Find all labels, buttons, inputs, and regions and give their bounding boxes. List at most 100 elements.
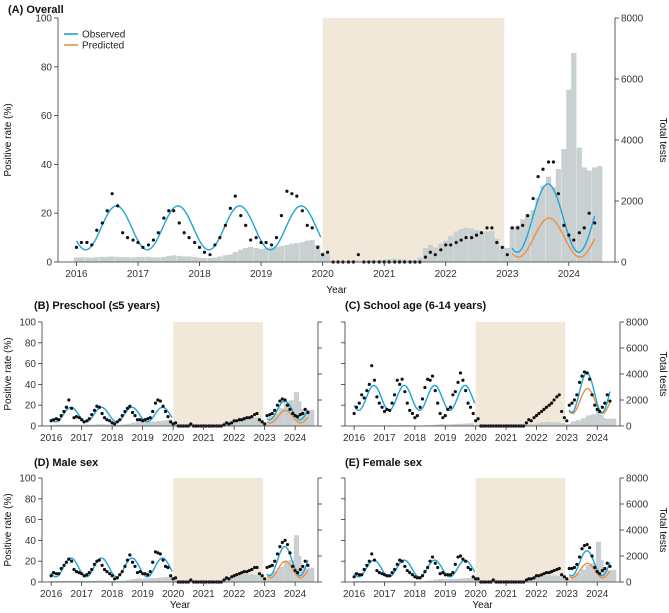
test-bar: [232, 576, 239, 582]
x-tick-label: 2024: [558, 269, 581, 280]
test-bar: [463, 227, 469, 262]
data-point: [54, 572, 58, 576]
data-point: [224, 576, 229, 580]
data-point: [275, 403, 280, 407]
test-bar: [525, 424, 531, 426]
data-point: [438, 572, 442, 576]
data-point: [595, 570, 599, 574]
data-point: [156, 551, 160, 555]
data-point: [227, 422, 231, 426]
test-bar: [75, 424, 81, 426]
data-point: [237, 418, 241, 422]
data-point: [600, 405, 604, 409]
y-tick-label: 20: [25, 557, 37, 568]
data-point: [570, 401, 574, 405]
y-tick-label: 40: [25, 380, 37, 391]
data-point: [367, 382, 371, 386]
data-point: [173, 576, 178, 580]
test-bar: [454, 424, 460, 426]
x-axis-title: Year: [326, 285, 347, 296]
test-bar: [473, 229, 480, 262]
data-point: [372, 558, 377, 562]
data-point: [408, 408, 412, 412]
data-point: [278, 545, 282, 549]
observed-fit-line: [568, 372, 611, 414]
test-bar: [136, 421, 142, 426]
data-point: [390, 571, 394, 575]
data-point: [163, 564, 168, 569]
test-bar: [469, 577, 475, 582]
x-tick-label: 2019: [434, 589, 457, 600]
data-point: [537, 411, 541, 416]
data-point: [279, 214, 284, 218]
test-bar: [131, 579, 137, 582]
data-point: [426, 377, 430, 381]
data-point: [291, 411, 295, 416]
data-point: [555, 567, 559, 572]
data-point: [189, 578, 193, 582]
test-bar: [288, 559, 294, 582]
test-bar: [104, 256, 110, 262]
data-point: [118, 573, 122, 577]
data-point: [131, 238, 135, 242]
data-point: [270, 563, 274, 567]
data-point: [263, 422, 267, 426]
y2-tick-label: 2000: [621, 197, 644, 208]
data-point: [544, 405, 549, 409]
pandemic-shade: [475, 478, 566, 582]
data-point: [232, 419, 236, 423]
data-point: [82, 420, 86, 424]
data-point: [433, 253, 437, 257]
test-bar: [449, 579, 455, 582]
x-tick-label: 2022: [525, 589, 548, 600]
data-point: [153, 550, 158, 554]
data-point: [595, 407, 599, 411]
data-point: [100, 411, 104, 416]
data-point: [120, 570, 124, 574]
test-bar: [428, 580, 434, 582]
panel-title: (E) Female sex: [345, 457, 423, 469]
data-point: [135, 571, 140, 575]
data-point: [263, 577, 267, 581]
data-point: [125, 236, 130, 240]
data-point: [321, 253, 325, 257]
data-point: [156, 231, 160, 235]
data-point: [392, 393, 397, 397]
test-bar: [524, 214, 531, 262]
data-point: [230, 421, 234, 425]
data-point: [555, 395, 559, 399]
x-tick-label: 2018: [101, 433, 124, 444]
data-point: [105, 418, 109, 422]
data-point: [410, 411, 415, 416]
data-point: [169, 574, 173, 578]
data-point: [133, 414, 137, 418]
data-point: [110, 421, 114, 425]
data-point: [585, 542, 589, 547]
x-tick-label: 2020: [162, 433, 185, 444]
panel-c: (C) School age (6-14 years) 2016 2017 2018 2…: [341, 300, 668, 444]
data-point: [306, 563, 310, 567]
test-bar: [468, 228, 475, 262]
y2-tick-label: 6000: [621, 75, 644, 86]
data-point: [438, 411, 442, 416]
data-point: [476, 577, 480, 581]
data-point: [100, 221, 104, 225]
data-point: [458, 554, 463, 558]
data-point: [223, 223, 228, 227]
data-point: [148, 416, 152, 420]
y-tick-label: 40: [41, 160, 53, 171]
data-point: [466, 401, 470, 405]
test-bar: [232, 420, 239, 426]
y-tick-label: 80: [25, 338, 37, 349]
test-bar: [166, 576, 172, 582]
data-point: [69, 406, 74, 410]
data-point: [388, 408, 392, 412]
y-axis-title: Positive rate (%): [3, 103, 14, 176]
test-bar: [438, 243, 444, 262]
data-point: [166, 565, 170, 570]
data-point: [233, 194, 237, 198]
data-point: [325, 250, 330, 254]
test-bar: [136, 578, 142, 582]
data-point: [173, 421, 178, 425]
data-point: [85, 419, 89, 423]
